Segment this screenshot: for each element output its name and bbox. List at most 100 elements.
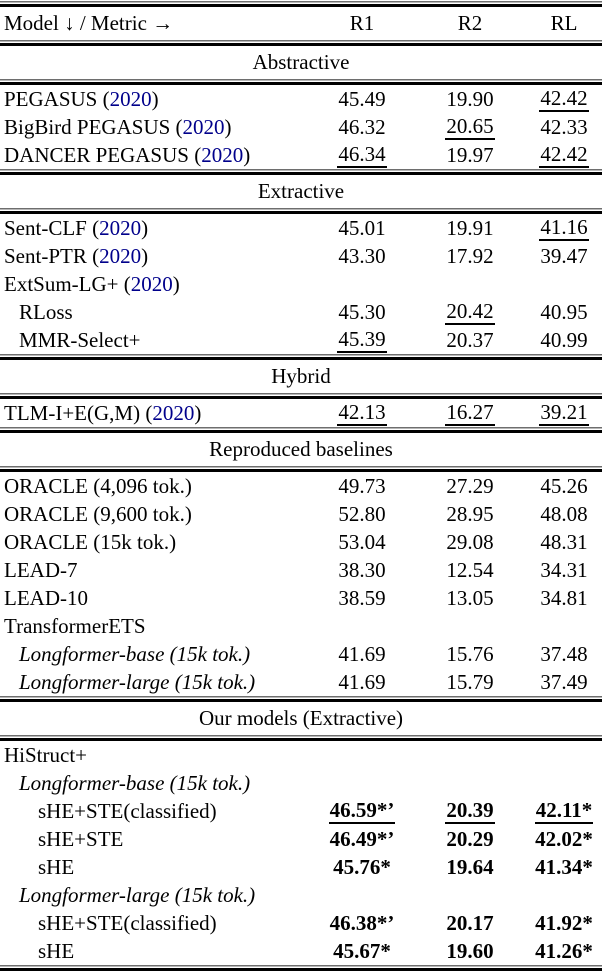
metric-value: 17.92 [446, 243, 494, 268]
model-cell: ORACLE (9,600 tok.) [0, 502, 310, 527]
metric-cell: 46.38*’ [310, 911, 414, 936]
header-model-metric: Model ↓ / Metric → [4, 11, 174, 35]
model-cell: ORACLE (15k tok.) [0, 530, 310, 555]
metric-cell: 41.34* [526, 855, 602, 880]
metric-cell: 45.39 [310, 327, 414, 354]
metric-value: 39.47 [540, 243, 588, 268]
metric-value: 42.11* [534, 799, 594, 825]
metric-cell: 45.67* [310, 939, 414, 964]
metric-cell: 19.97 [414, 143, 526, 168]
metric-cell: 37.49 [526, 670, 602, 695]
metric-cell: 34.31 [526, 558, 602, 583]
metric-cell: 19.90 [414, 87, 526, 112]
model-cell: sHE+STE(classified) [0, 911, 310, 936]
metric-value: 53.04 [338, 529, 386, 554]
metric-cell: 20.39 [414, 798, 526, 825]
model-cell: sHE [0, 855, 310, 880]
metric-cell: 39.21 [526, 400, 602, 427]
citation-year-link[interactable]: 2020 [130, 271, 173, 296]
table-row: Sent-CLF (2020) 45.01 19.91 41.16 [0, 214, 602, 242]
model-cell: HiStruct+ [0, 743, 310, 768]
metric-value: 20.37 [446, 327, 494, 352]
metric-cell: 41.16 [526, 215, 602, 242]
metric-value: 41.92* [535, 910, 593, 935]
section-divider [0, 1, 602, 7]
model-label: sHE+STE [38, 826, 124, 851]
metric-cell: 19.64 [414, 855, 526, 880]
table-row: LEAD-7 38.30 12.54 34.31 [0, 556, 602, 584]
model-label: PEGASUS [4, 86, 98, 111]
metric-cell: 42.11* [526, 798, 602, 825]
metric-cell: 13.05 [414, 586, 526, 611]
table-row: Longformer-base (15k tok.) 41.69 15.76 37.4… [0, 640, 602, 668]
citation-year-link[interactable]: 2020 [99, 215, 142, 240]
table-row: sHE+STE(classified) 46.38*’ 20.17 41.92* [0, 909, 602, 937]
metric-value: 45.26 [540, 473, 588, 498]
metric-value: 20.65 [445, 115, 495, 141]
table-row: DANCER PEGASUS (2020) 46.34 19.97 42.42 [0, 141, 602, 169]
metric-cell: 12.54 [414, 558, 526, 583]
metric-value: 16.27 [445, 401, 495, 427]
metric-value: 45.39 [337, 328, 387, 354]
metric-value: 41.69 [338, 669, 386, 694]
header-metric-r1: R1 [349, 11, 375, 35]
table-row: LEAD-10 38.59 13.05 34.81 [0, 584, 602, 612]
metric-value: 45.67* [333, 938, 391, 963]
metric-cell: 15.79 [414, 670, 526, 695]
metric-value: 28.95 [446, 501, 494, 526]
model-cell: Longformer-large (15k tok.) [0, 883, 310, 908]
model-label: MMR-Select+ [19, 327, 141, 352]
metric-value: 41.69 [338, 641, 386, 666]
metric-cell: 39.47 [526, 244, 602, 269]
table-row: Longformer-large (15k tok.) [0, 881, 602, 909]
model-cell: sHE+STE [0, 827, 310, 852]
citation-year-link[interactable]: 2020 [109, 86, 152, 111]
metric-cell: 41.69 [310, 642, 414, 667]
metric-cell: 40.99 [526, 328, 602, 353]
metric-cell: 20.29 [414, 827, 526, 852]
model-label: LEAD-10 [4, 585, 88, 610]
metric-value: 20.39 [445, 799, 495, 825]
section-divider [0, 735, 602, 741]
metric-value: 29.08 [446, 529, 494, 554]
table-row: Longformer-base (15k tok.) [0, 769, 602, 797]
model-label: Longformer-large (15k tok.) [19, 669, 256, 694]
model-label: sHE+STE(classified) [38, 910, 217, 935]
model-cell: TLM-I+E(G,M) (2020) [4, 400, 202, 425]
metric-cell: 53.04 [310, 530, 414, 555]
citation-year-link[interactable]: 2020 [201, 142, 244, 167]
table-row: RLoss 45.30 20.42 40.95 [0, 298, 602, 326]
section-divider [0, 427, 602, 433]
citation-year-link[interactable]: 2020 [152, 400, 195, 425]
section-title: Reproduced baselines [0, 433, 602, 466]
metric-value: 42.42 [539, 143, 589, 169]
metric-cell: 48.08 [526, 502, 602, 527]
metric-value: 42.13 [337, 401, 387, 427]
model-label: Longformer-large (15k tok.) [19, 882, 256, 907]
model-label: sHE [38, 938, 75, 963]
header-metric-r2: R2 [457, 11, 483, 35]
metric-value: 43.30 [338, 243, 386, 268]
citation-year-link[interactable]: 2020 [99, 243, 142, 268]
metric-cell: 48.31 [526, 530, 602, 555]
section-title-label: Extractive [257, 179, 345, 203]
metric-value: 46.32 [338, 114, 386, 139]
model-cell: LEAD-10 [0, 586, 310, 611]
table-row: sHE+STE(classified) 46.59*’ 20.39 42.11* [0, 797, 602, 825]
section-title-label: Our models (Extractive) [198, 706, 404, 730]
metric-value: 48.08 [540, 501, 588, 526]
model-cell: LEAD-7 [0, 558, 310, 583]
citation-year-link[interactable]: 2020 [182, 114, 225, 139]
metric-value: 37.49 [540, 669, 588, 694]
model-cell: RLoss [0, 300, 310, 325]
metric-value: 41.34* [535, 854, 593, 879]
model-label: ORACLE (4,096 tok.) [4, 473, 192, 498]
table-row: ORACLE (9,600 tok.) 52.80 28.95 48.08 [0, 500, 602, 528]
section-title: Hybrid [0, 360, 602, 393]
metric-cell: 45.01 [310, 216, 414, 241]
metric-cell: 41.92* [526, 911, 602, 936]
metric-cell: 20.37 [414, 328, 526, 353]
table-row: sHE 45.76* 19.64 41.34* [0, 853, 602, 881]
metric-cell: 45.30 [310, 300, 414, 325]
